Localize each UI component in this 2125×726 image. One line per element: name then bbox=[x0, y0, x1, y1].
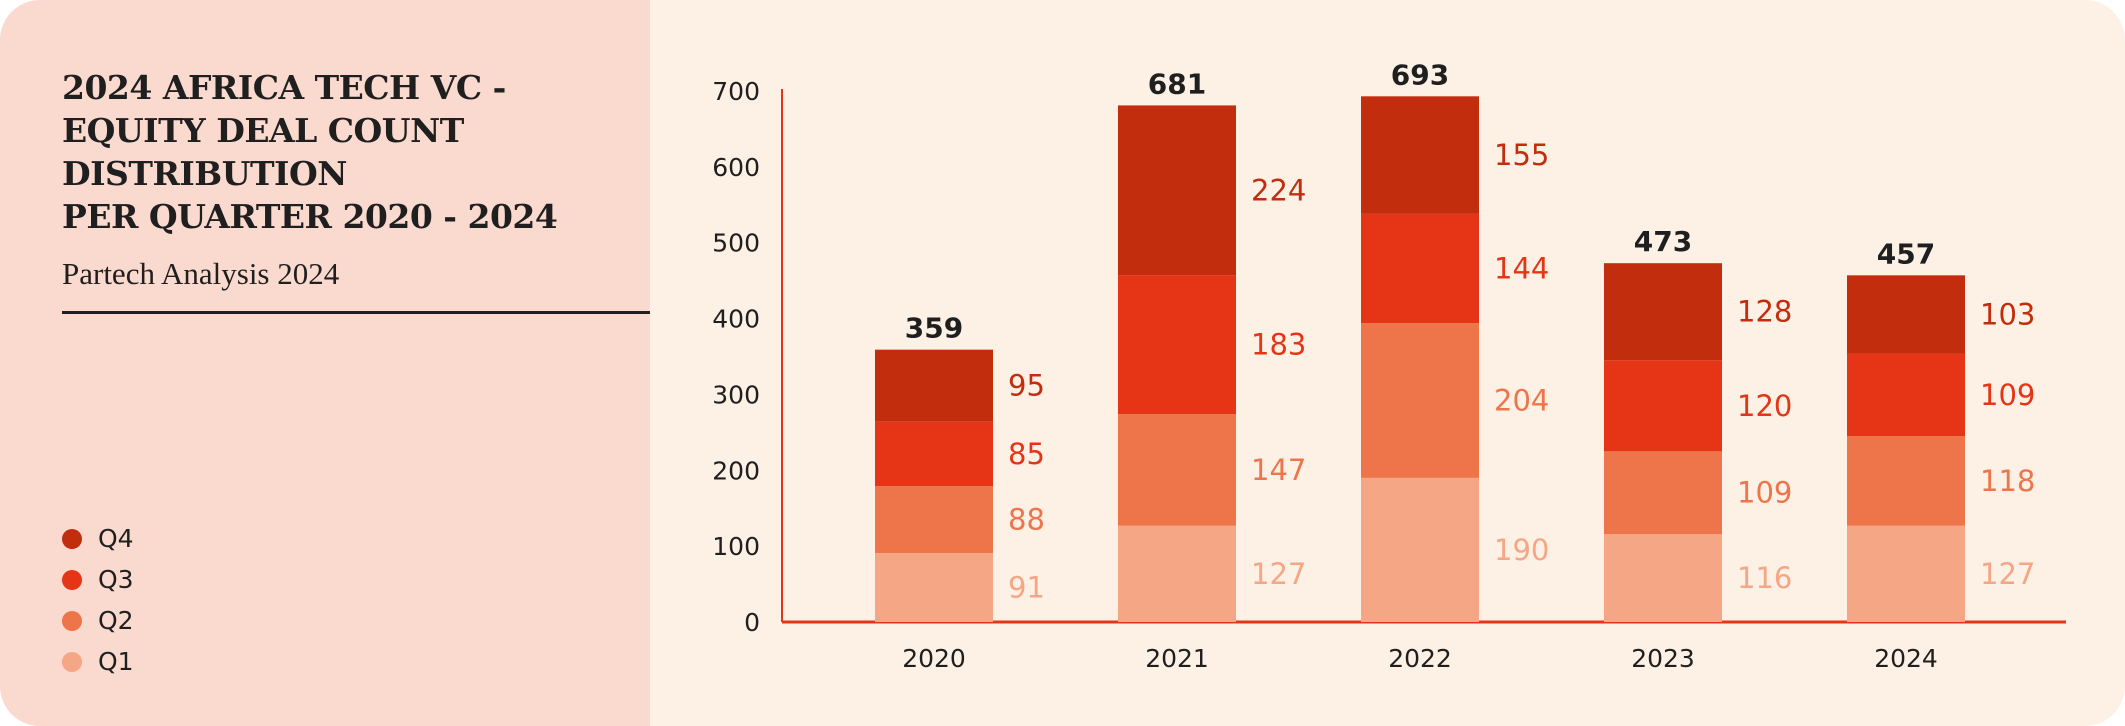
bar-segment-q1 bbox=[1118, 525, 1236, 622]
data-label-q1: 116 bbox=[1737, 561, 1792, 595]
legend-label: Q1 bbox=[98, 647, 134, 676]
bar-segment-q3 bbox=[1604, 360, 1722, 452]
data-label-q2: 109 bbox=[1737, 476, 1792, 510]
legend-label: Q2 bbox=[98, 606, 134, 635]
y-tick-label: 600 bbox=[712, 153, 760, 182]
bar-segment-q3 bbox=[1847, 353, 1965, 437]
x-tick-label: 2024 bbox=[1874, 644, 1938, 673]
bar-segment-q4 bbox=[875, 349, 993, 422]
legend-item-q2: Q2 bbox=[62, 600, 134, 641]
bar-segment-q3 bbox=[1361, 213, 1479, 324]
legend-swatch-icon bbox=[62, 528, 82, 549]
data-label-q3: 183 bbox=[1251, 328, 1306, 362]
legend-item-q3: Q3 bbox=[62, 559, 134, 600]
legend: Q4 Q3 Q2 Q1 bbox=[62, 518, 134, 682]
data-label-q1: 127 bbox=[1251, 557, 1306, 591]
data-label-q2: 118 bbox=[1980, 464, 2035, 498]
data-label-q4: 103 bbox=[1980, 297, 2035, 331]
bar-segment-q3 bbox=[1118, 275, 1236, 415]
y-tick-label: 400 bbox=[712, 305, 760, 334]
bar-segment-q1 bbox=[875, 552, 993, 622]
total-label: 681 bbox=[1148, 67, 1206, 100]
data-label-q2: 204 bbox=[1494, 383, 1549, 417]
bar-segment-q2 bbox=[1118, 414, 1236, 526]
bar-segment-q4 bbox=[1361, 96, 1479, 214]
x-tick-label: 2023 bbox=[1631, 644, 1695, 673]
y-tick-label: 700 bbox=[712, 77, 760, 106]
chart-subtitle: Partech Analysis 2024 bbox=[62, 256, 340, 291]
data-label-q4: 128 bbox=[1737, 295, 1792, 329]
total-label: 457 bbox=[1877, 237, 1935, 270]
data-label-q3: 144 bbox=[1494, 252, 1549, 286]
data-label-q4: 155 bbox=[1494, 138, 1549, 172]
total-label: 473 bbox=[1634, 225, 1692, 258]
bar-segment-q4 bbox=[1604, 263, 1722, 361]
y-tick-label: 500 bbox=[712, 229, 760, 258]
data-label-q3: 85 bbox=[1008, 437, 1045, 471]
bar-segment-q2 bbox=[875, 486, 993, 553]
y-tick-label: 300 bbox=[712, 380, 760, 409]
legend-label: Q3 bbox=[98, 565, 134, 594]
y-tick-label: 200 bbox=[712, 456, 760, 485]
legend-swatch-icon bbox=[62, 569, 82, 590]
legend-swatch-icon bbox=[62, 610, 82, 631]
bar-segment-q1 bbox=[1847, 525, 1965, 622]
data-label-q1: 127 bbox=[1980, 557, 2035, 591]
total-label: 359 bbox=[905, 312, 963, 345]
data-label-q2: 88 bbox=[1008, 503, 1045, 537]
legend-swatch-icon bbox=[62, 651, 82, 672]
bar-segment-q1 bbox=[1604, 534, 1722, 622]
data-label-q1: 190 bbox=[1494, 533, 1549, 567]
data-label-q4: 95 bbox=[1008, 369, 1045, 403]
y-tick-label: 0 bbox=[744, 608, 760, 637]
divider bbox=[62, 311, 650, 314]
legend-label: Q4 bbox=[98, 524, 134, 553]
bar-segment-q2 bbox=[1604, 451, 1722, 535]
data-label-q1: 91 bbox=[1008, 570, 1045, 604]
data-label-q3: 120 bbox=[1737, 389, 1792, 423]
x-tick-label: 2022 bbox=[1388, 644, 1452, 673]
bar-segment-q3 bbox=[875, 421, 993, 487]
bar-segment-q1 bbox=[1361, 477, 1479, 622]
bar-segment-q2 bbox=[1361, 323, 1479, 478]
total-label: 693 bbox=[1391, 58, 1449, 91]
bar-segment-q4 bbox=[1118, 105, 1236, 276]
bar-segment-q2 bbox=[1847, 436, 1965, 526]
bar-segment-q4 bbox=[1847, 275, 1965, 354]
data-label-q2: 147 bbox=[1251, 453, 1306, 487]
legend-item-q4: Q4 bbox=[62, 518, 134, 559]
chart-title: 2024 AFRICA TECH VC - EQUITY DEAL COUNT … bbox=[62, 68, 558, 236]
x-tick-label: 2020 bbox=[902, 644, 966, 673]
y-tick-label: 100 bbox=[712, 532, 760, 561]
data-label-q4: 224 bbox=[1251, 173, 1306, 207]
legend-item-q1: Q1 bbox=[62, 641, 134, 682]
x-tick-label: 2021 bbox=[1145, 644, 1209, 673]
data-label-q3: 109 bbox=[1980, 378, 2035, 412]
info-panel: 2024 AFRICA TECH VC - EQUITY DEAL COUNT … bbox=[0, 0, 650, 726]
